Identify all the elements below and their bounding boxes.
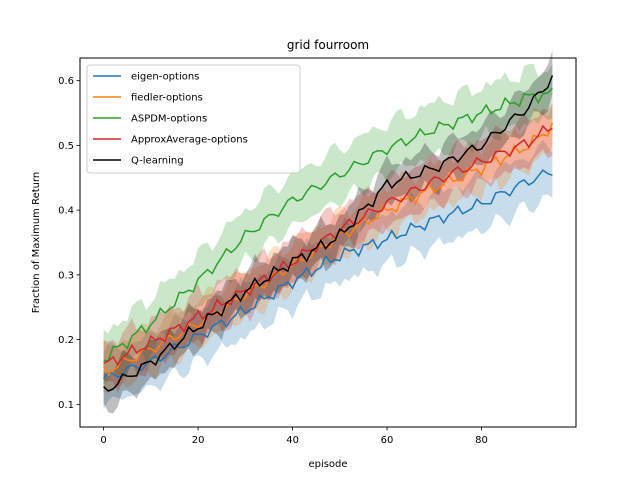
series-lines [102,75,554,392]
plot-frame [79,57,577,428]
band-fiedler-options [103,105,553,393]
chart-title: grid fourroom [287,38,369,52]
y-tick-label: 0.3 [58,270,74,281]
legend-label: fiedler-options [131,93,203,104]
confidence-bands [103,50,553,414]
x-axis-ticks: 0 20 40 60 80 [100,427,488,446]
x-tick-label: 20 [192,435,205,446]
legend-label: eigen-options [131,72,199,83]
legend-label: ASPDM-options [131,114,207,125]
y-tick-label: 0.1 [58,400,74,411]
legend-box [86,64,301,174]
x-tick-label: 40 [286,435,299,446]
band-Q-learning [103,50,553,414]
y-tick-label: 0.4 [58,206,74,217]
y-tick-label: 0.5 [58,141,74,152]
y-tick-label: 0.6 [58,76,74,87]
legend-label: ApproxAverage-options [131,135,248,146]
band-eigen-options [103,139,553,410]
x-tick-label: 80 [475,435,488,446]
line-ApproxAverage-options [103,124,553,367]
y-axis-label: Fraction of Maximum Return [31,172,42,314]
x-tick-label: 0 [100,435,106,446]
legend: eigen-options fiedler-options ASPDM-option… [86,64,301,174]
band-ApproxAverage-options [103,103,553,393]
y-axis-ticks: 0.1 0.2 0.3 0.4 0.5 0.6 [58,76,80,411]
x-tick-label: 60 [381,435,394,446]
band-ASPDM-options [103,63,553,385]
x-axis-label: episode [308,459,347,470]
y-tick-label: 0.2 [58,335,74,346]
line-Q-learning [103,75,554,392]
line-eigen-options [103,169,553,379]
legend-label: Q-learning [131,156,184,167]
line-ASPDM-options [103,87,553,362]
